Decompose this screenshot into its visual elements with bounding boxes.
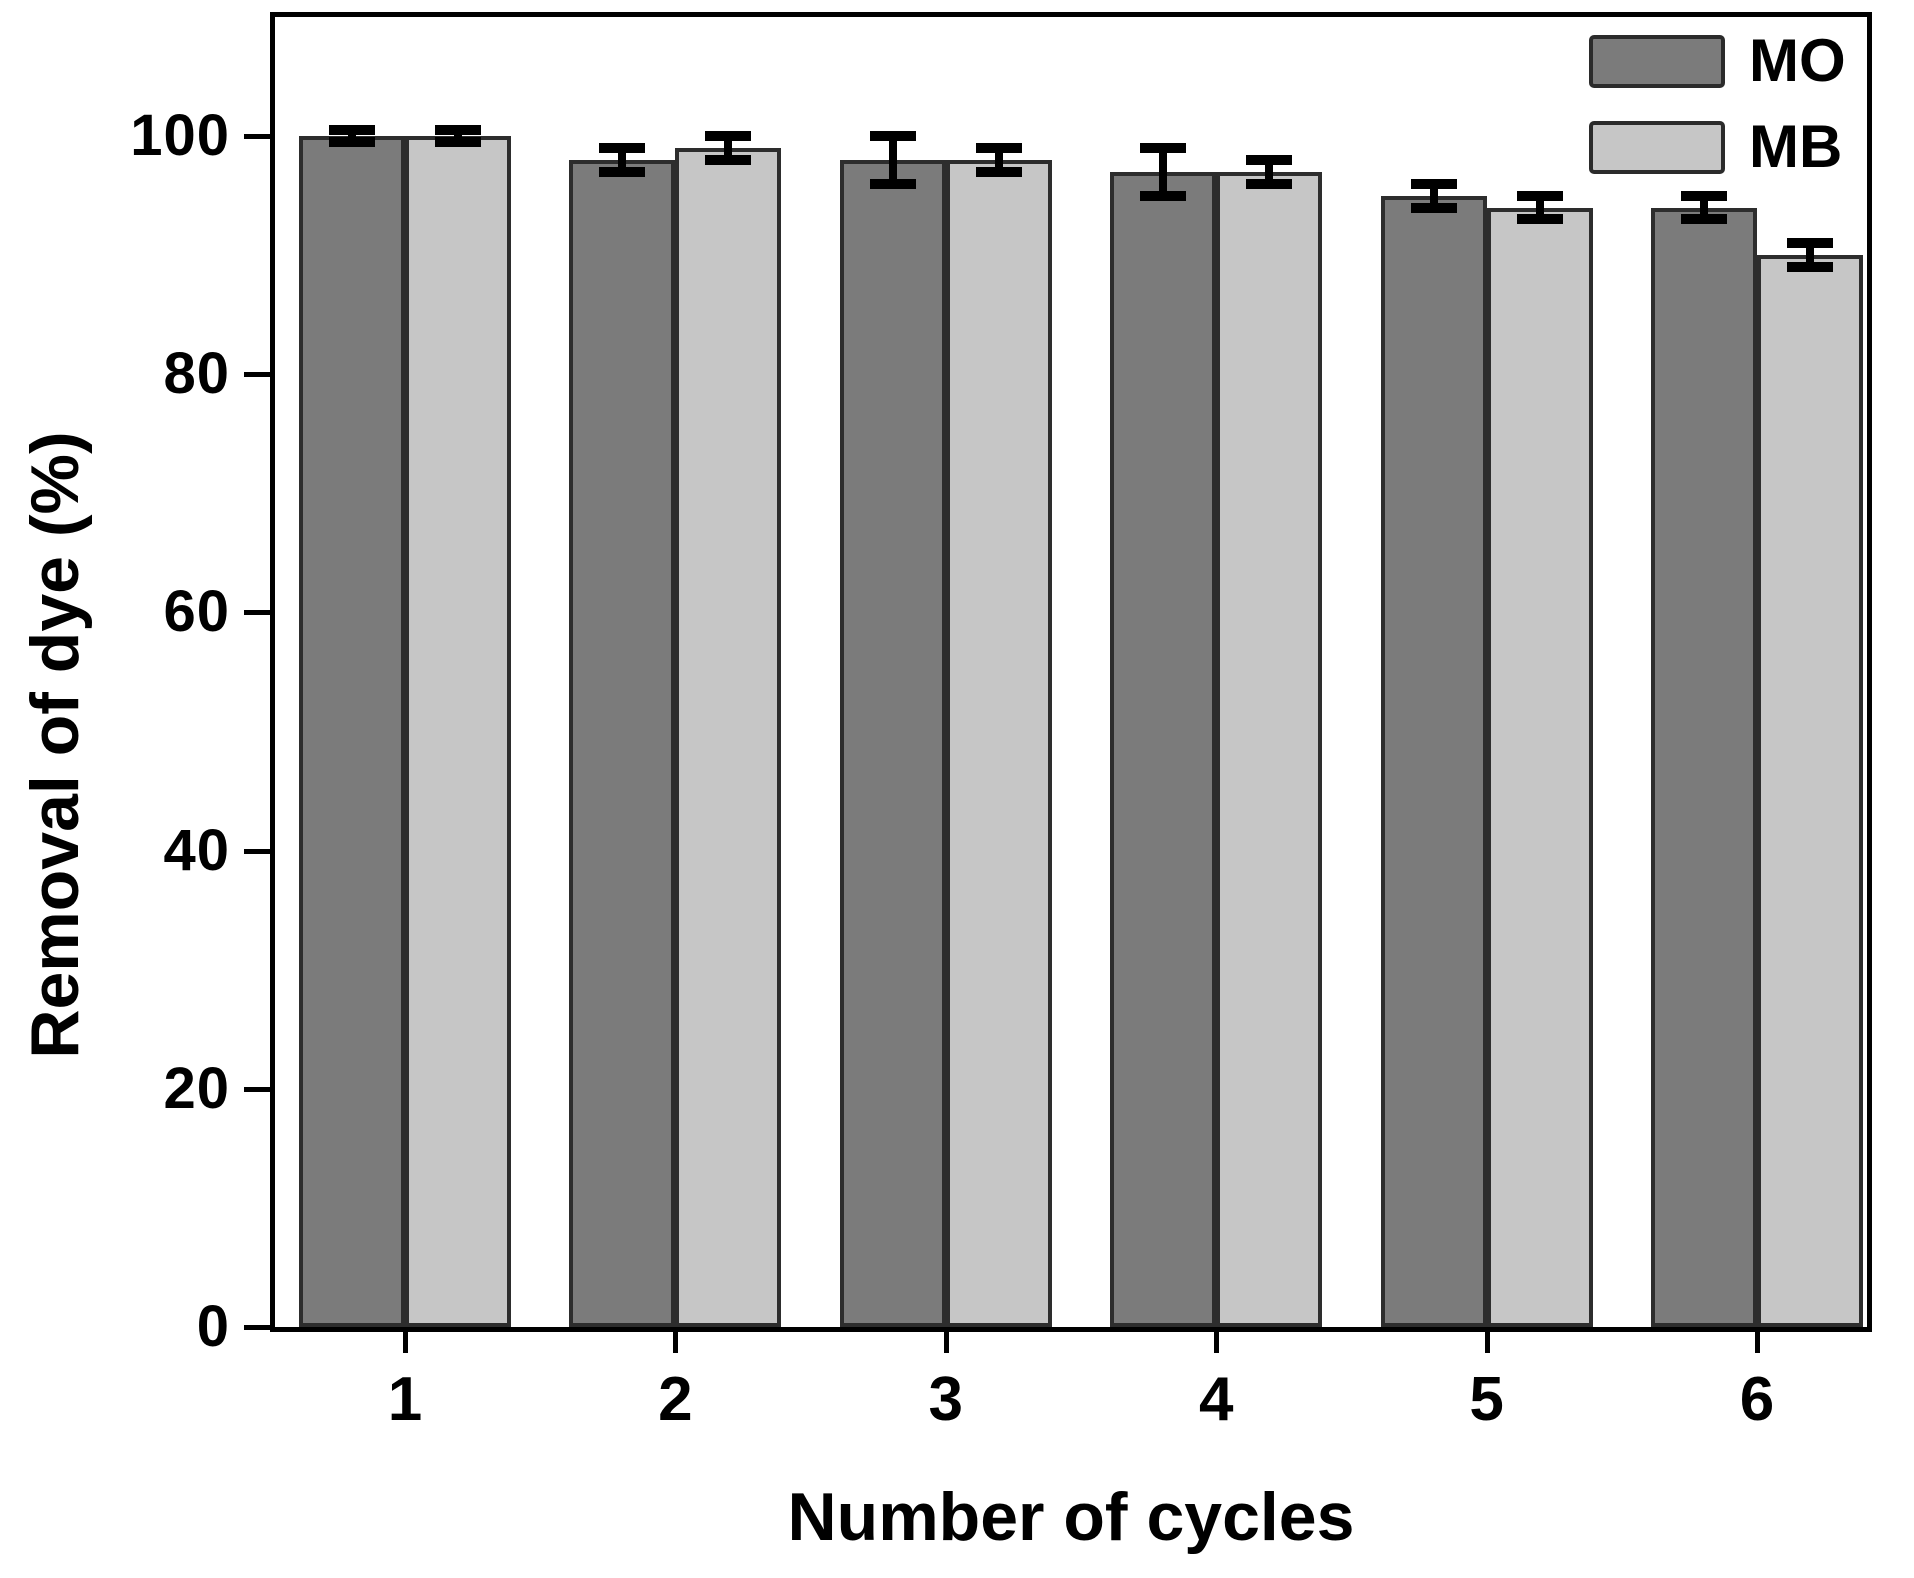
y-tick-label-0: 0 bbox=[196, 1294, 230, 1359]
bar-mo-cycle-4 bbox=[1110, 171, 1217, 1327]
x-tick-6 bbox=[1755, 1327, 1760, 1353]
errorbar-mb-cycle-4-cap-top bbox=[1246, 154, 1293, 165]
bar-mb-cycle-1 bbox=[405, 136, 511, 1327]
errorbar-mb-cycle-6-cap-bottom bbox=[1787, 262, 1833, 273]
legend-label-mo: MO bbox=[1749, 27, 1846, 94]
y-tick-label-80: 80 bbox=[163, 341, 230, 407]
x-tick-label-3: 3 bbox=[928, 1365, 964, 1434]
x-tick-label-2: 2 bbox=[658, 1365, 693, 1434]
errorbar-mb-cycle-1-cap-top bbox=[435, 125, 481, 136]
legend: MO MB bbox=[1589, 31, 1859, 177]
x-tick-label-4: 4 bbox=[1198, 1365, 1234, 1434]
y-axis-title: Removal of dye (%) bbox=[17, 431, 93, 1059]
bar-mb-cycle-4 bbox=[1216, 171, 1323, 1327]
errorbar-mb-cycle-4-line bbox=[1265, 159, 1274, 184]
errorbar-mb-cycle-5-cap-top bbox=[1516, 190, 1563, 201]
errorbar-mb-cycle-6-line bbox=[1806, 243, 1814, 268]
errorbar-mo-cycle-1-cap-bottom bbox=[329, 137, 375, 148]
x-axis-title: Number of cycles bbox=[787, 1479, 1355, 1555]
x-tick-label-6: 6 bbox=[1739, 1365, 1775, 1434]
errorbar-mo-cycle-2-line bbox=[618, 148, 627, 172]
x-tick-4 bbox=[1214, 1327, 1220, 1353]
y-tick-0 bbox=[244, 1325, 270, 1330]
errorbar-mo-cycle-1-line bbox=[348, 130, 356, 143]
y-tick-40 bbox=[244, 848, 270, 854]
bar-mo-cycle-6 bbox=[1651, 207, 1757, 1327]
y-tick-80 bbox=[244, 372, 270, 378]
errorbar-mo-cycle-2-cap-top bbox=[599, 143, 646, 153]
y-tick-100 bbox=[244, 134, 270, 140]
errorbar-mb-cycle-2-cap-bottom bbox=[705, 154, 752, 165]
errorbar-mo-cycle-6-line bbox=[1700, 195, 1708, 220]
errorbar-mb-cycle-3-line bbox=[994, 148, 1003, 172]
y-tick-label-100: 100 bbox=[130, 103, 230, 169]
errorbar-mo-cycle-4-line bbox=[1159, 148, 1168, 196]
y-tick-label-20: 20 bbox=[163, 1055, 230, 1121]
legend-item-mo: MO bbox=[1589, 31, 1859, 91]
legend-label-mb: MB bbox=[1749, 113, 1843, 180]
bar-mb-cycle-2 bbox=[675, 148, 782, 1327]
bar-mb-cycle-5 bbox=[1486, 207, 1593, 1327]
errorbar-mo-cycle-6-cap-bottom bbox=[1681, 214, 1727, 225]
y-tick-60 bbox=[244, 610, 270, 616]
bar-mb-cycle-6 bbox=[1757, 255, 1863, 1327]
errorbar-mb-cycle-3-cap-bottom bbox=[975, 166, 1022, 177]
y-tick-label-40: 40 bbox=[163, 817, 230, 883]
errorbar-mb-cycle-5-cap-bottom bbox=[1516, 214, 1563, 225]
x-tick-3 bbox=[943, 1327, 949, 1353]
errorbar-mb-cycle-2-line bbox=[724, 136, 733, 160]
errorbar-mo-cycle-4-cap-top bbox=[1140, 143, 1187, 153]
legend-swatch-mb bbox=[1589, 120, 1725, 174]
legend-swatch-mo bbox=[1589, 34, 1725, 88]
errorbar-mb-cycle-6-cap-top bbox=[1787, 238, 1833, 249]
errorbar-mo-cycle-3-cap-top bbox=[869, 131, 916, 142]
plot-area: 0 20 40 60 80 100 1 2 3 4 5 6 MO MB bbox=[130, 12, 1872, 1434]
x-tick-label-1: 1 bbox=[387, 1365, 423, 1434]
y-tick-label-60: 60 bbox=[163, 579, 230, 645]
errorbar-mo-cycle-2-cap-bottom bbox=[599, 166, 646, 177]
errorbar-mb-cycle-1-cap-bottom bbox=[435, 137, 481, 148]
bar-mo-cycle-1 bbox=[299, 136, 405, 1327]
errorbar-mb-cycle-2-cap-top bbox=[705, 131, 752, 142]
bar-mb-cycle-3 bbox=[945, 159, 1052, 1327]
bar-mo-cycle-2 bbox=[569, 159, 676, 1327]
errorbar-mb-cycle-4-cap-bottom bbox=[1246, 178, 1293, 189]
errorbar-mo-cycle-4-cap-bottom bbox=[1140, 190, 1187, 201]
errorbar-mb-cycle-1-line bbox=[454, 130, 462, 143]
y-tick-20 bbox=[244, 1086, 270, 1092]
errorbar-mo-cycle-6-cap-top bbox=[1681, 190, 1727, 201]
x-tick-1 bbox=[403, 1327, 408, 1353]
x-tick-5 bbox=[1484, 1327, 1490, 1353]
errorbar-mo-cycle-5-cap-top bbox=[1410, 178, 1457, 189]
x-tick-2 bbox=[673, 1327, 679, 1353]
errorbar-mb-cycle-3-cap-top bbox=[975, 143, 1022, 153]
bar-mo-cycle-5 bbox=[1380, 195, 1487, 1327]
errorbar-mo-cycle-5-line bbox=[1429, 183, 1438, 208]
errorbar-mb-cycle-5-line bbox=[1535, 195, 1544, 220]
errorbar-mo-cycle-5-cap-bottom bbox=[1410, 202, 1457, 213]
bar-mo-cycle-3 bbox=[839, 159, 946, 1327]
errorbar-mo-cycle-3-cap-bottom bbox=[869, 178, 916, 189]
legend-item-mb: MB bbox=[1589, 117, 1859, 177]
errorbar-mo-cycle-1-cap-top bbox=[329, 125, 375, 136]
x-tick-label-5: 5 bbox=[1469, 1365, 1504, 1434]
errorbar-mo-cycle-3-line bbox=[888, 136, 897, 184]
